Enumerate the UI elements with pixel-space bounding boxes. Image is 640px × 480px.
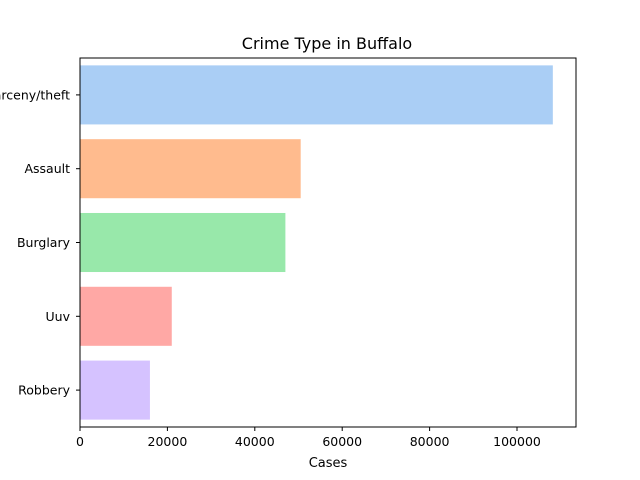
- bar-assault: [80, 139, 301, 199]
- y-ticks-group: Larceny/theft Assault Burglary Uuv Robbery: [0, 87, 80, 398]
- x-tick-label: 0: [76, 434, 84, 449]
- bar-larceny-theft: [80, 65, 553, 125]
- x-tick-label: 20000: [148, 434, 188, 449]
- y-tick-label: Assault: [24, 161, 70, 176]
- x-tick-label: 40000: [235, 434, 275, 449]
- bar-burglary: [80, 212, 286, 273]
- x-tick-label: 60000: [322, 434, 362, 449]
- x-tick-label: 100000: [493, 434, 541, 449]
- y-tick-label: Larceny/theft: [0, 87, 70, 102]
- bar-robbery: [80, 360, 150, 420]
- x-ticks-group: 0 20000 40000 60000 80000 100000: [76, 427, 541, 449]
- y-tick-label: Robbery: [18, 383, 70, 398]
- plot-frame: [79, 57, 577, 428]
- bar-uuv: [80, 286, 172, 346]
- y-tick-label: Burglary: [17, 235, 71, 250]
- chart-title: Crime Type in Buffalo: [242, 34, 412, 53]
- x-axis-label: Cases: [309, 456, 348, 471]
- y-tick-label: Uuv: [46, 309, 71, 324]
- x-tick-label: 80000: [410, 434, 450, 449]
- bars-group: [80, 65, 553, 420]
